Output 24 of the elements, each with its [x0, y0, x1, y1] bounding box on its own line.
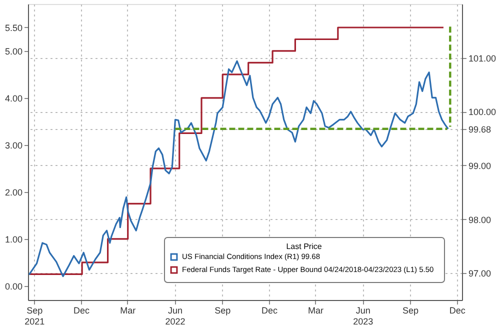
- x-tick-label: Dec: [74, 306, 90, 316]
- y2-tick-label: 99.68: [468, 124, 492, 134]
- x-tick-label: Dec: [449, 306, 466, 316]
- legend-title: Last Price: [286, 242, 322, 251]
- y-tick-label: 2.00: [4, 187, 22, 198]
- y2-tick-label: 100.00: [468, 107, 496, 118]
- x-tick-label: Sep: [402, 306, 419, 316]
- x-tick-label: Sep: [214, 306, 231, 316]
- y-tick-label: 0.00: [4, 281, 22, 292]
- y2-tick-label: 101.00: [468, 53, 496, 64]
- x-tick-label: Jun 2023: [353, 306, 374, 326]
- x-tick-label: Dec: [261, 306, 278, 316]
- y-tick-label: 4.00: [4, 93, 22, 104]
- y2-tick-label: 97.00: [468, 268, 492, 279]
- y2-tick-label: 99.00: [468, 160, 492, 171]
- y-tick-label: 3.00: [4, 140, 22, 150]
- x-tick-label: Sep 2021: [24, 306, 45, 326]
- y-tick-label: 5.50: [4, 22, 22, 33]
- x-tick-label: Mar: [308, 306, 324, 316]
- y-tick-label: 1.00: [4, 234, 22, 244]
- x-tick-label: Jun 2022: [165, 306, 186, 326]
- y2-tick-label: 98.00: [468, 214, 492, 225]
- x-tick-label: Mar: [120, 306, 136, 316]
- y-tick-label: 5.00: [4, 46, 22, 56]
